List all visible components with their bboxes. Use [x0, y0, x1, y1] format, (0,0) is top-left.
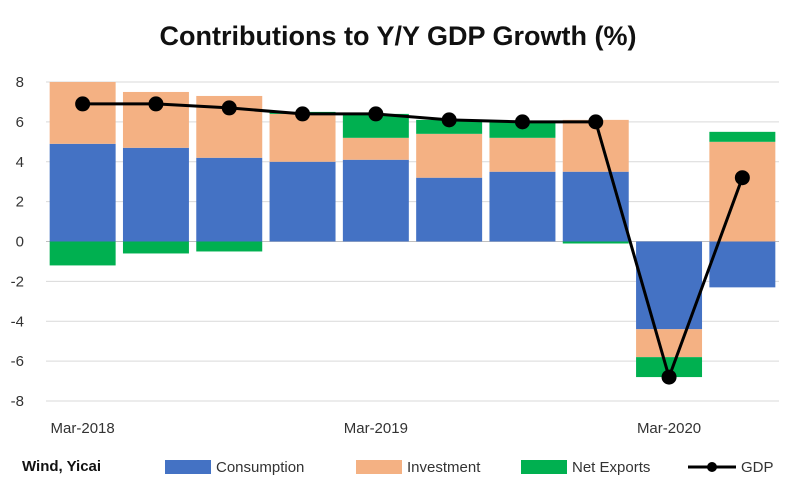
gdp-point: [368, 106, 384, 122]
bar-net-exports: [562, 241, 629, 244]
y-axis: -8 -6 -4 -2 0 2 4 6 8: [11, 74, 24, 410]
legend-label-investment: Investment: [407, 459, 481, 476]
bar-investment: [416, 133, 483, 178]
gdp-point: [221, 100, 237, 116]
legend-swatch-investment: [356, 460, 402, 474]
legend: Consumption Investment Net Exports GDP: [165, 459, 774, 476]
legend-label-net-exports: Net Exports: [572, 459, 650, 476]
bar-investment: [709, 141, 776, 242]
source-note: Wind, Yicai: [22, 458, 101, 475]
legend-label-gdp: GDP: [741, 459, 774, 476]
gdp-point: [148, 96, 164, 112]
gdp-point: [75, 96, 91, 112]
y-tick-label: 8: [16, 74, 24, 91]
legend-item-investment: Investment: [356, 459, 481, 476]
legend-item-consumption: Consumption: [165, 459, 304, 476]
y-tick-label: -8: [11, 393, 24, 410]
y-tick-label: 6: [16, 114, 24, 131]
y-tick-label: 4: [16, 154, 24, 171]
bar-net-exports: [49, 241, 116, 266]
bar-investment: [49, 82, 116, 144]
bar-consumption: [342, 159, 409, 242]
gdp-line: [75, 96, 750, 385]
bar-net-exports: [196, 241, 263, 252]
bar-consumption: [196, 157, 263, 242]
legend-label-consumption: Consumption: [216, 459, 304, 476]
bar-net-exports: [342, 113, 409, 138]
y-tick-label: -6: [11, 353, 24, 370]
bars: [49, 82, 776, 378]
bar-consumption: [122, 147, 189, 242]
gdp-point: [734, 170, 750, 186]
gdp-point: [514, 114, 530, 130]
x-tick-label: Mar-2020: [637, 420, 701, 437]
legend-item-gdp: GDP: [688, 459, 774, 476]
legend-swatch-net-exports: [521, 460, 567, 474]
bar-investment: [636, 329, 703, 358]
bar-net-exports: [122, 241, 189, 254]
legend-item-net-exports: Net Exports: [521, 459, 650, 476]
bar-consumption: [416, 177, 483, 242]
bar-consumption: [49, 143, 116, 242]
y-tick-label: -2: [11, 273, 24, 290]
x-tick-label: Mar-2018: [51, 420, 115, 437]
y-tick-label: 0: [16, 234, 24, 251]
bar-investment: [489, 137, 556, 172]
gdp-point: [441, 112, 457, 128]
gdp-point: [295, 106, 311, 122]
bar-consumption: [489, 171, 556, 242]
bar-investment: [269, 113, 336, 162]
bar-consumption: [562, 171, 629, 242]
legend-swatch-consumption: [165, 460, 211, 474]
x-tick-label: Mar-2019: [344, 420, 408, 437]
bar-investment: [342, 137, 409, 160]
gdp-line-path: [82, 102, 744, 382]
gdp-point: [588, 114, 604, 130]
chart-title: Contributions to Y/Y GDP Growth (%): [160, 21, 637, 51]
y-tick-label: 2: [16, 194, 24, 211]
bar-net-exports: [709, 131, 776, 142]
bar-net-exports: [636, 357, 703, 378]
legend-marker-gdp: [707, 462, 717, 472]
x-axis: Mar-2018 Mar-2019 Mar-2020: [51, 420, 702, 437]
bar-consumption: [269, 161, 336, 242]
bar-consumption: [709, 241, 776, 288]
gdp-point: [661, 369, 677, 385]
bar-net-exports: [489, 121, 556, 138]
y-tick-label: -4: [11, 313, 24, 330]
